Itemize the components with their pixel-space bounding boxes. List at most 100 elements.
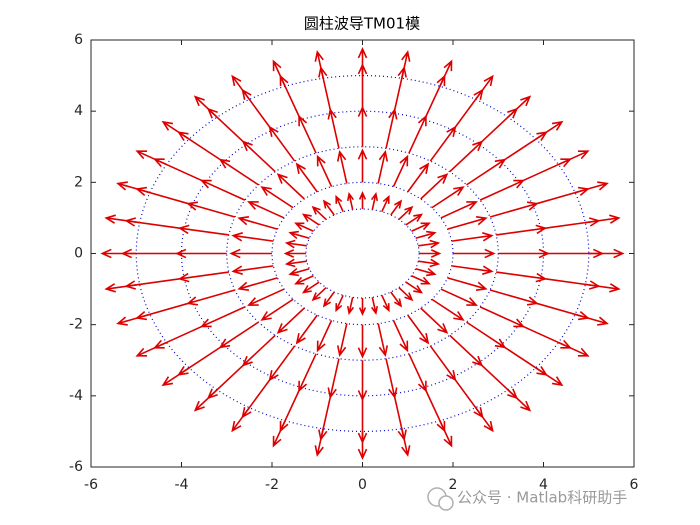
watermark: 公众号 · Matlab科研助手 bbox=[457, 489, 627, 507]
arrow bbox=[405, 281, 424, 294]
arrow bbox=[535, 367, 564, 387]
arrow bbox=[193, 95, 218, 118]
arrow bbox=[295, 162, 318, 193]
arrow bbox=[316, 154, 333, 187]
arrow bbox=[370, 297, 379, 315]
arrow bbox=[336, 323, 348, 358]
arrow bbox=[357, 46, 368, 76]
arrow bbox=[335, 294, 344, 313]
arrow bbox=[358, 297, 367, 316]
arrow bbox=[231, 74, 251, 100]
arrow bbox=[398, 205, 414, 221]
arrow bbox=[295, 314, 318, 345]
arrow bbox=[431, 186, 465, 209]
arrow bbox=[231, 407, 251, 433]
arrow bbox=[294, 222, 314, 232]
arrow bbox=[451, 265, 494, 275]
arrow bbox=[161, 367, 190, 387]
arrow bbox=[535, 120, 564, 140]
arrow bbox=[401, 428, 411, 457]
arrow bbox=[314, 50, 324, 79]
arrow bbox=[311, 286, 327, 302]
arrow bbox=[447, 215, 488, 230]
arrow bbox=[407, 314, 430, 345]
arrow bbox=[294, 275, 314, 285]
arrow bbox=[398, 286, 414, 302]
arrow bbox=[507, 389, 532, 412]
arrow bbox=[415, 267, 437, 277]
arrow bbox=[585, 214, 621, 224]
arrow bbox=[229, 248, 272, 259]
arrow bbox=[392, 320, 409, 353]
arrow bbox=[247, 288, 285, 306]
arrow bbox=[392, 154, 409, 187]
arrow bbox=[301, 281, 320, 294]
arrow bbox=[284, 258, 307, 268]
y-tick-label: 2 bbox=[74, 174, 83, 190]
arrow bbox=[135, 150, 167, 166]
arrow bbox=[316, 320, 333, 353]
arrow bbox=[336, 149, 348, 184]
arrow bbox=[357, 148, 368, 183]
arrow bbox=[346, 192, 355, 210]
arrow bbox=[440, 288, 478, 306]
arrow bbox=[451, 232, 494, 242]
arrow bbox=[276, 307, 305, 334]
arrow bbox=[276, 173, 305, 200]
arrow bbox=[288, 230, 310, 240]
arrow bbox=[407, 162, 430, 193]
y-tick-label: -4 bbox=[69, 388, 83, 404]
arrow bbox=[401, 50, 411, 79]
arrow bbox=[260, 186, 294, 209]
arrow bbox=[474, 74, 494, 100]
arrow bbox=[370, 192, 379, 210]
y-tick-label: -2 bbox=[69, 317, 83, 333]
y-tick-label: 4 bbox=[74, 103, 83, 119]
arrow bbox=[447, 277, 488, 292]
arrow bbox=[419, 249, 442, 258]
arrow bbox=[420, 173, 449, 200]
arrow bbox=[247, 201, 285, 219]
arrow bbox=[439, 59, 453, 87]
y-tick-label: -6 bbox=[69, 459, 83, 475]
arrow bbox=[418, 258, 441, 268]
arrow bbox=[237, 215, 278, 230]
arrow bbox=[237, 277, 278, 292]
arrow bbox=[574, 313, 609, 326]
arrow bbox=[415, 230, 437, 240]
arrow bbox=[377, 323, 389, 358]
x-tick-label: -6 bbox=[84, 477, 98, 493]
arrow bbox=[358, 191, 367, 210]
arrow bbox=[272, 59, 286, 87]
arrow bbox=[418, 239, 441, 249]
arrow bbox=[381, 194, 390, 213]
chart-title: 圆柱波导TM01模 bbox=[304, 15, 420, 33]
arrow bbox=[322, 199, 335, 216]
arrow bbox=[314, 428, 324, 457]
arrow bbox=[420, 307, 449, 334]
x-tick-label: 0 bbox=[358, 477, 367, 493]
arrow bbox=[322, 291, 335, 308]
arrow bbox=[335, 194, 344, 213]
arrow bbox=[346, 297, 355, 315]
arrow bbox=[390, 199, 403, 216]
arrow bbox=[231, 232, 274, 242]
arrow bbox=[574, 181, 609, 194]
watermark-icon bbox=[427, 487, 454, 511]
y-tick-label: 6 bbox=[74, 32, 83, 48]
arrow bbox=[284, 239, 307, 249]
arrow bbox=[135, 341, 167, 357]
arrow bbox=[411, 222, 431, 232]
arrow bbox=[558, 341, 590, 357]
arrow bbox=[474, 407, 494, 433]
x-tick-label: -4 bbox=[175, 477, 189, 493]
y-tick-label: 0 bbox=[74, 246, 83, 262]
arrow bbox=[104, 214, 140, 224]
arrow bbox=[440, 201, 478, 219]
arrow bbox=[311, 205, 327, 221]
arrow bbox=[357, 324, 368, 359]
arrow bbox=[357, 431, 368, 461]
arrow bbox=[104, 283, 140, 293]
